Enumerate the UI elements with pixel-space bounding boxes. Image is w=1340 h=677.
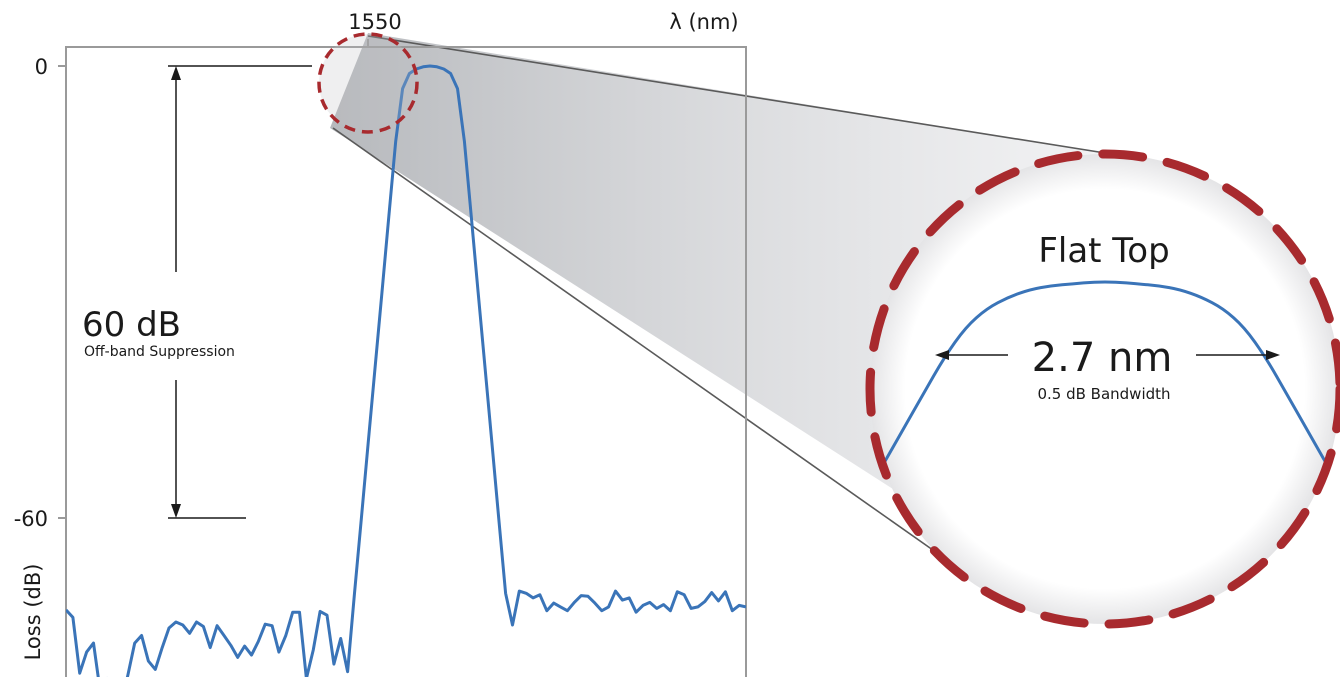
zoom-bubble: [870, 154, 1340, 624]
passband-magnifier-ring: [317, 32, 419, 134]
flat-top-label: Flat Top: [1038, 231, 1169, 271]
bandwidth-arrowhead-left: [935, 350, 949, 360]
y-axis-label: Loss (dB): [21, 564, 45, 661]
y-tick-label-0: 0: [35, 55, 48, 79]
spectrum-series-line: [66, 64, 746, 677]
x-axis-label: λ (nm): [669, 10, 738, 34]
magnifier-cone-top-edge: [367, 35, 1106, 154]
suppression-arrowhead-down: [171, 504, 181, 518]
suppression-value: 60 dB: [82, 305, 181, 345]
suppression-label: Off-band Suppression: [84, 344, 235, 360]
magnifier-cone-bottom-edge: [332, 127, 941, 556]
bandwidth-arrowhead-right: [1266, 350, 1280, 360]
bandwidth-label: 0.5 dB Bandwidth: [1037, 385, 1170, 403]
plot-frame: [65, 46, 747, 677]
suppression-arrowhead-up: [171, 66, 181, 80]
x-tick-label-1550: 1550: [348, 10, 401, 34]
bandwidth-value: 2.7 nm: [1032, 335, 1173, 381]
zoom-bubble-ring: [865, 149, 1340, 629]
y-tick-label-neg60: -60: [14, 507, 48, 531]
